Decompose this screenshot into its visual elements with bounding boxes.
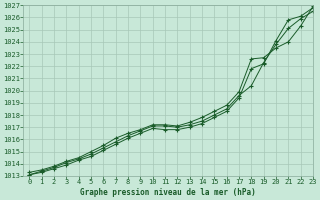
X-axis label: Graphe pression niveau de la mer (hPa): Graphe pression niveau de la mer (hPa) (80, 188, 256, 197)
